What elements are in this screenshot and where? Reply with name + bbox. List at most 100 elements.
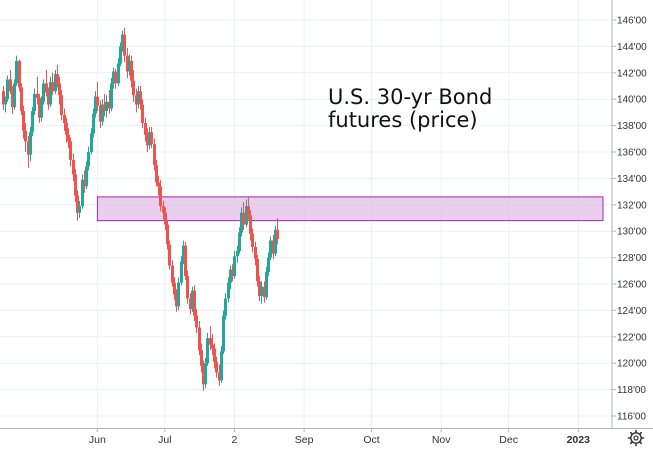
candle-body-down (130, 60, 133, 81)
candle-body-down (108, 101, 111, 109)
candle (56, 64, 59, 88)
candle-body-down (63, 115, 66, 123)
candle (191, 286, 194, 312)
candle (42, 79, 45, 105)
candle (33, 88, 36, 116)
candle (65, 117, 68, 143)
candle-body-down (141, 104, 144, 123)
candle-body-down (213, 348, 216, 362)
candle (211, 334, 214, 356)
candle (189, 293, 192, 315)
candle-body-down (256, 258, 259, 282)
candle (213, 343, 216, 369)
price-tick-label: 146'00 (617, 16, 647, 27)
price-tick-label: 142'00 (617, 68, 647, 79)
price-tick-label: 120'00 (617, 359, 647, 370)
candle (206, 332, 209, 366)
annotation-line-1: U.S. 30-yr Bond (328, 85, 492, 109)
candle-body-down (164, 212, 167, 225)
candle-body-up (87, 152, 90, 167)
candle-body-down (146, 134, 149, 146)
candle (146, 128, 149, 152)
price-tick-label: 140'00 (617, 95, 647, 106)
candle (260, 281, 263, 304)
candle-body-down (184, 245, 187, 277)
candle-body-down (96, 96, 99, 106)
candle-body-down (139, 91, 142, 105)
resistance-band[interactable] (96, 196, 604, 222)
candle-body-down (155, 165, 158, 183)
candle (198, 320, 201, 356)
price-axis-ticks[interactable]: 116'00 118'00 120'00 122'00 124'00 126'00 128'… (612, 16, 647, 423)
time-axis-ticks[interactable]: Jun Jul 2 Sep Oct Nov Dec 2023 (89, 428, 590, 446)
candle-body-down (157, 182, 160, 187)
settings-gear-icon[interactable] (627, 429, 645, 447)
candle (267, 252, 270, 277)
candle-body-down (272, 240, 275, 254)
candle-body-down (231, 269, 234, 277)
candle-body-up (90, 133, 93, 152)
candle-body-down (218, 372, 221, 381)
candle-body-down (150, 132, 153, 145)
candle (29, 126, 32, 162)
candle (40, 96, 43, 122)
candle (180, 256, 183, 286)
candle (173, 277, 176, 300)
candle-body-up (42, 83, 45, 102)
candle (69, 137, 72, 167)
price-tick-label: 144'00 (617, 42, 647, 53)
candle (51, 72, 54, 96)
candle (150, 126, 153, 149)
candle (247, 196, 250, 220)
candle-body-up (117, 63, 120, 84)
candle (276, 218, 279, 245)
candle (184, 241, 187, 281)
candle (126, 47, 129, 79)
candle (222, 310, 225, 354)
candle-body-up (233, 256, 236, 277)
candle-body-up (94, 96, 97, 114)
candle (47, 87, 50, 110)
candle-body-up (101, 104, 104, 122)
candle (202, 360, 205, 391)
resistance-band-layer (96, 196, 604, 222)
candle-body-up (29, 132, 32, 155)
candle-body-down (18, 60, 21, 88)
candle (236, 245, 239, 263)
candle-body-up (260, 286, 263, 296)
candle-body-down (159, 186, 162, 207)
candle (159, 179, 162, 212)
candle (272, 235, 275, 259)
candle (27, 136, 30, 168)
candle-body-down (24, 130, 27, 142)
candle-body-down (67, 134, 70, 142)
price-tick-label: 124'00 (617, 306, 647, 317)
candle-body-down (251, 233, 254, 248)
time-tick-label: Nov (432, 434, 451, 446)
candle-body-down (276, 229, 279, 240)
candle-body-down (45, 83, 48, 93)
candle-body-up (13, 83, 16, 108)
candle-body-down (200, 350, 203, 366)
candle-body-down (22, 111, 25, 131)
price-tick-label: 134'00 (617, 174, 647, 185)
candle-body-up (81, 179, 84, 207)
candle-body-up (229, 269, 232, 283)
candle-body-up (222, 315, 225, 352)
candle (24, 122, 27, 152)
candlestick-series (2, 27, 279, 391)
candle-body-down (114, 71, 117, 84)
candle (128, 54, 131, 76)
candle-body-down (166, 224, 169, 245)
candle (6, 75, 9, 102)
candle-body-up (54, 74, 57, 92)
price-tick-label: 118'00 (617, 385, 646, 396)
candle (269, 236, 272, 261)
price-tick-label: 126'00 (617, 280, 647, 291)
candle (119, 42, 122, 67)
candle-body-down (254, 247, 257, 259)
candle (229, 265, 232, 290)
candle (220, 346, 223, 383)
